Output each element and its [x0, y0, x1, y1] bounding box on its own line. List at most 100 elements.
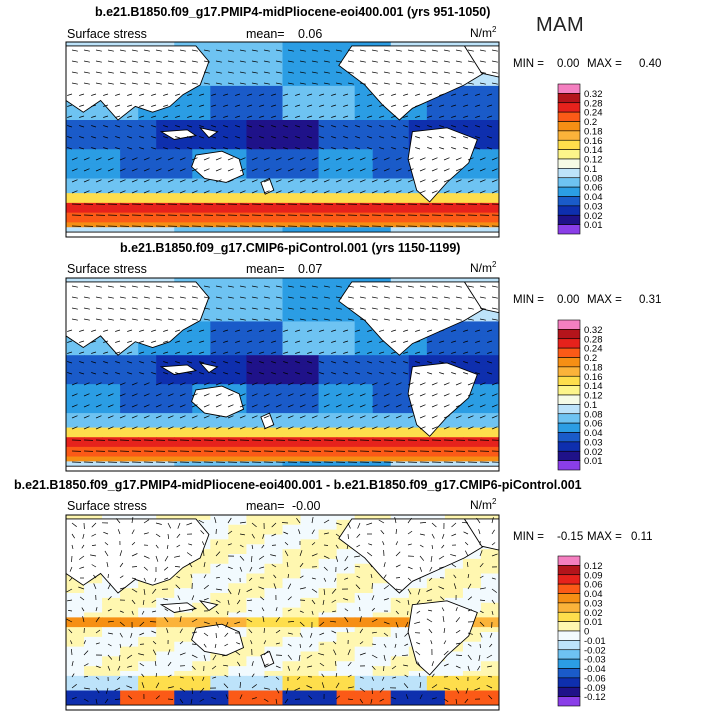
- wind-vector: [119, 643, 122, 648]
- wind-vector: [215, 296, 222, 299]
- wind-vector: [107, 415, 114, 419]
- field-cell: [282, 193, 302, 199]
- field-cell: [480, 335, 499, 342]
- wind-vector: [238, 673, 241, 678]
- wind-vector: [131, 168, 138, 172]
- wind-vector: [489, 632, 493, 638]
- field-cell: [246, 168, 266, 175]
- wind-vector: [331, 115, 337, 118]
- field-cell: [282, 695, 302, 701]
- field-cell: [174, 695, 193, 701]
- wind-vector: [262, 533, 265, 539]
- wind-vector: [395, 71, 402, 74]
- wind-vector: [419, 555, 425, 561]
- wind-vector: [287, 654, 292, 660]
- land-mass: [407, 600, 478, 676]
- field-cell: [426, 95, 446, 102]
- wind-vector: [405, 694, 409, 700]
- field-cell: [192, 413, 211, 419]
- wind-vector: [344, 608, 349, 612]
- field-cell: [228, 374, 248, 380]
- field-cell: [480, 661, 499, 667]
- wind-vector: [371, 296, 378, 299]
- wind-vector: [426, 618, 433, 623]
- colorbar-tick-label: -0.03: [584, 655, 606, 666]
- wind-vector: [143, 49, 150, 52]
- field-cell: [372, 680, 392, 687]
- field-cell: [480, 446, 499, 453]
- field-cell: [372, 178, 392, 184]
- wind-vector: [451, 563, 457, 568]
- field-cell: [462, 393, 482, 400]
- wind-vector: [235, 329, 241, 332]
- field-cell: [354, 115, 374, 121]
- wind-vector: [155, 555, 159, 562]
- wind-vector: [127, 340, 133, 343]
- field-cell: [282, 124, 302, 131]
- wind-vector: [71, 190, 78, 194]
- field-cell: [354, 627, 374, 633]
- wind-vector: [323, 49, 330, 52]
- wind-vector: [95, 415, 102, 419]
- wind-vector: [174, 555, 181, 558]
- wind-vector: [311, 517, 314, 524]
- wind-vector: [371, 665, 376, 670]
- field-cell: [246, 544, 266, 550]
- field-cell: [336, 355, 356, 361]
- field-cell: [390, 163, 410, 170]
- field-cell: [354, 227, 374, 233]
- field-cell: [102, 202, 121, 209]
- field-cell: [264, 573, 284, 579]
- field-cell: [120, 622, 139, 628]
- wind-vector: [415, 136, 421, 139]
- field-cell: [318, 461, 338, 467]
- wind-vector: [355, 104, 361, 107]
- field-cell: [120, 656, 139, 662]
- wind-vector: [259, 104, 265, 107]
- wind-vector: [287, 296, 294, 299]
- field-cell: [318, 578, 338, 584]
- field-cell: [282, 42, 302, 48]
- field-cell: [156, 661, 175, 667]
- field-cell: [120, 632, 139, 638]
- wind-vector: [95, 404, 102, 408]
- wind-vector: [271, 361, 277, 364]
- wind-vector: [175, 372, 181, 375]
- wind-vector: [83, 415, 90, 419]
- land-mass: [66, 465, 499, 471]
- field-cell: [264, 417, 284, 424]
- wind-vector: [239, 179, 246, 183]
- wind-vector: [287, 71, 294, 74]
- wind-vector: [143, 179, 150, 183]
- wind-vector: [287, 190, 294, 194]
- field-cell: [174, 120, 193, 126]
- field-cell: [138, 369, 157, 376]
- wind-vector: [443, 168, 450, 172]
- field-cell: [84, 120, 103, 126]
- wind-vector: [335, 382, 342, 386]
- wind-vector: [227, 285, 234, 288]
- wind-vector: [391, 351, 397, 354]
- wind-vector: [284, 698, 289, 704]
- field-cell: [246, 632, 266, 638]
- wind-vector: [223, 361, 229, 364]
- wind-vector: [335, 555, 339, 562]
- wind-vector: [271, 372, 277, 375]
- field-cell: [264, 282, 284, 289]
- wind-vector: [407, 577, 412, 581]
- field-cell: [462, 90, 482, 97]
- field-cell: [174, 345, 193, 351]
- wind-vector: [323, 519, 330, 524]
- wind-vector: [311, 588, 318, 593]
- field-cell: [246, 568, 266, 575]
- wind-vector: [131, 553, 138, 557]
- field-cell: [318, 56, 338, 63]
- wind-vector: [451, 104, 457, 107]
- panel-1-min-value: 0.00: [557, 58, 580, 70]
- wind-vector: [127, 665, 133, 668]
- wind-vector: [395, 307, 402, 310]
- field-cell: [354, 680, 374, 687]
- field-cell: [426, 442, 446, 448]
- wind-vector: [215, 190, 222, 194]
- wind-vector: [275, 629, 281, 634]
